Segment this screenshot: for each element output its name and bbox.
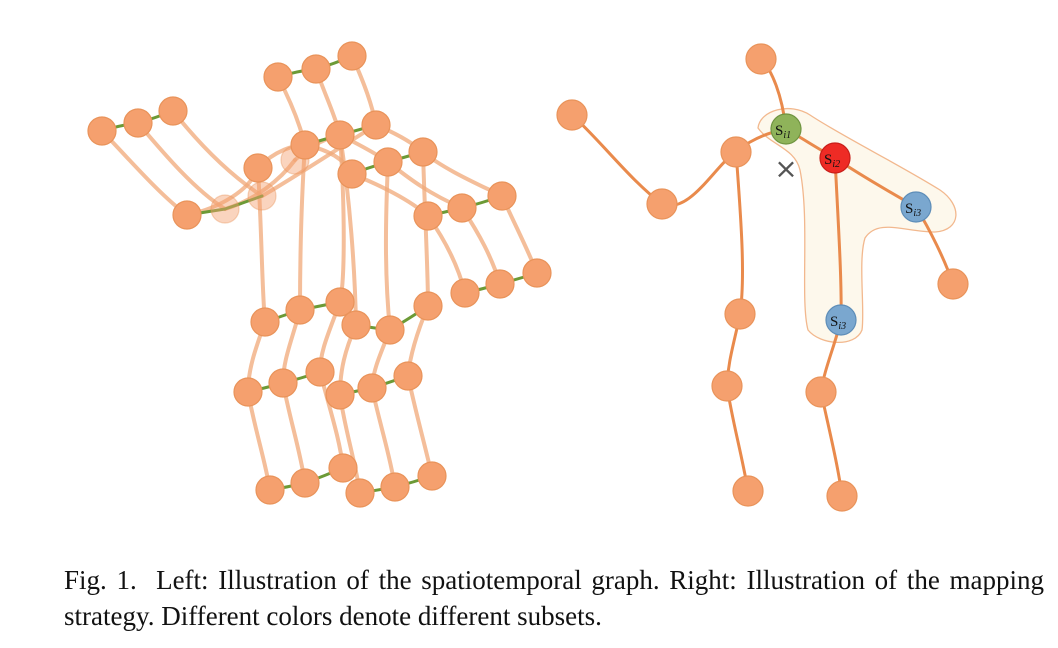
joint	[393, 361, 423, 391]
joint	[522, 258, 552, 288]
joint	[745, 43, 777, 75]
joint	[285, 295, 315, 325]
joint	[447, 193, 477, 223]
joint	[123, 108, 153, 138]
joint	[826, 480, 858, 512]
center-mark: ×	[774, 152, 797, 185]
joint	[380, 472, 410, 502]
joint	[268, 368, 298, 398]
joint	[375, 315, 405, 345]
joint	[263, 62, 293, 92]
joint	[711, 370, 743, 402]
joint	[290, 468, 320, 498]
subset-label: Si2	[824, 152, 840, 170]
mapping-strategy-graph: × Si1 Si2 Si3 Si3	[556, 43, 969, 512]
joint	[325, 120, 355, 150]
joint	[243, 153, 273, 183]
subset-node-centrifugal	[825, 304, 857, 336]
joint	[305, 357, 335, 387]
joint	[337, 159, 367, 189]
joint	[720, 136, 752, 168]
joint	[646, 188, 678, 220]
subset-region	[757, 107, 957, 343]
joint	[732, 475, 764, 507]
joint	[361, 110, 391, 140]
joint	[328, 453, 358, 483]
subset-label: Si1	[775, 123, 791, 141]
joint	[233, 377, 263, 407]
subset-node-root	[770, 113, 802, 145]
joint	[408, 137, 438, 167]
joint	[413, 201, 443, 231]
joint	[487, 181, 517, 211]
joint	[373, 147, 403, 177]
subset-node-centripetal	[819, 142, 851, 174]
joint	[417, 461, 447, 491]
joint	[250, 307, 280, 337]
figure: × Si1 Si2 Si3 Si3	[87, 41, 969, 512]
figure-caption: Fig. 1. Left: Illustration of the spatio…	[64, 565, 1044, 631]
subset-nodes	[770, 113, 932, 336]
joint	[337, 41, 367, 71]
joint	[413, 291, 443, 321]
joint	[345, 478, 375, 508]
joint	[325, 287, 355, 317]
joint	[341, 310, 371, 340]
spatiotemporal-graph	[87, 41, 552, 508]
joint	[290, 130, 320, 160]
joints-right	[556, 43, 969, 512]
joint	[158, 96, 188, 126]
joint	[255, 475, 285, 505]
joint	[937, 268, 969, 300]
joint	[210, 194, 240, 224]
joint	[247, 181, 277, 211]
joints-left	[87, 41, 552, 508]
subset-label: Si3	[830, 314, 846, 332]
joint	[301, 54, 331, 84]
joint	[357, 373, 387, 403]
subset-node-centrifugal	[900, 191, 932, 223]
joint	[172, 200, 202, 230]
subset-label: Si3	[905, 201, 921, 219]
joint	[325, 380, 355, 410]
joint	[724, 298, 756, 330]
joint	[485, 269, 515, 299]
joint	[450, 278, 480, 308]
joint	[556, 99, 588, 131]
joint	[87, 116, 117, 146]
joint	[805, 376, 837, 408]
